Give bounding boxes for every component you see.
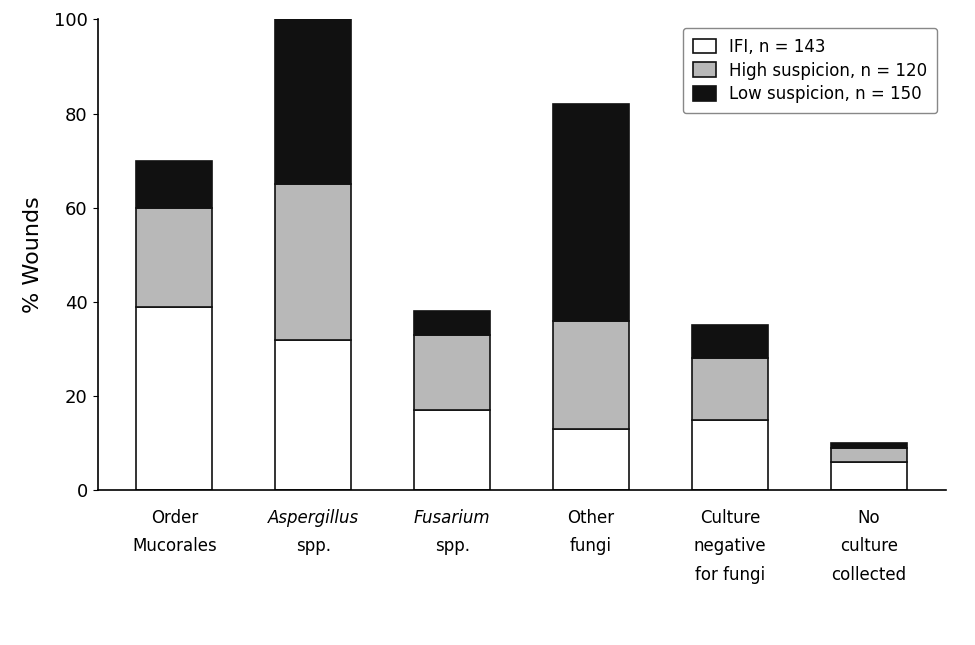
Bar xyxy=(275,339,351,490)
Bar xyxy=(831,462,907,490)
Bar xyxy=(692,420,768,490)
Text: spp.: spp. xyxy=(435,537,470,555)
Bar xyxy=(831,448,907,462)
Bar xyxy=(553,104,629,321)
Text: Order: Order xyxy=(151,509,198,527)
Bar xyxy=(275,184,351,339)
Text: Mucorales: Mucorales xyxy=(132,537,216,555)
Bar xyxy=(831,443,907,448)
Bar xyxy=(553,429,629,490)
Text: collected: collected xyxy=(832,566,907,584)
Bar xyxy=(414,410,490,490)
Legend: IFI, n = 143, High suspicion, n = 120, Low suspicion, n = 150: IFI, n = 143, High suspicion, n = 120, L… xyxy=(682,28,937,114)
Text: Culture: Culture xyxy=(700,509,760,527)
Text: culture: culture xyxy=(840,537,898,555)
Bar xyxy=(136,161,213,208)
Text: Fusarium: Fusarium xyxy=(413,509,490,527)
Bar xyxy=(136,208,213,306)
Bar xyxy=(692,359,768,420)
Y-axis label: % Wounds: % Wounds xyxy=(22,196,43,313)
Bar xyxy=(275,19,351,184)
Bar xyxy=(414,312,490,335)
Text: Aspergillus: Aspergillus xyxy=(268,509,359,527)
Bar xyxy=(553,321,629,429)
Text: fungi: fungi xyxy=(570,537,612,555)
Bar xyxy=(136,306,213,490)
Text: negative: negative xyxy=(694,537,766,555)
Bar xyxy=(414,335,490,410)
Text: spp.: spp. xyxy=(295,537,331,555)
Text: No: No xyxy=(858,509,880,527)
Bar xyxy=(692,326,768,359)
Text: for fungi: for fungi xyxy=(695,566,765,584)
Text: Other: Other xyxy=(567,509,614,527)
